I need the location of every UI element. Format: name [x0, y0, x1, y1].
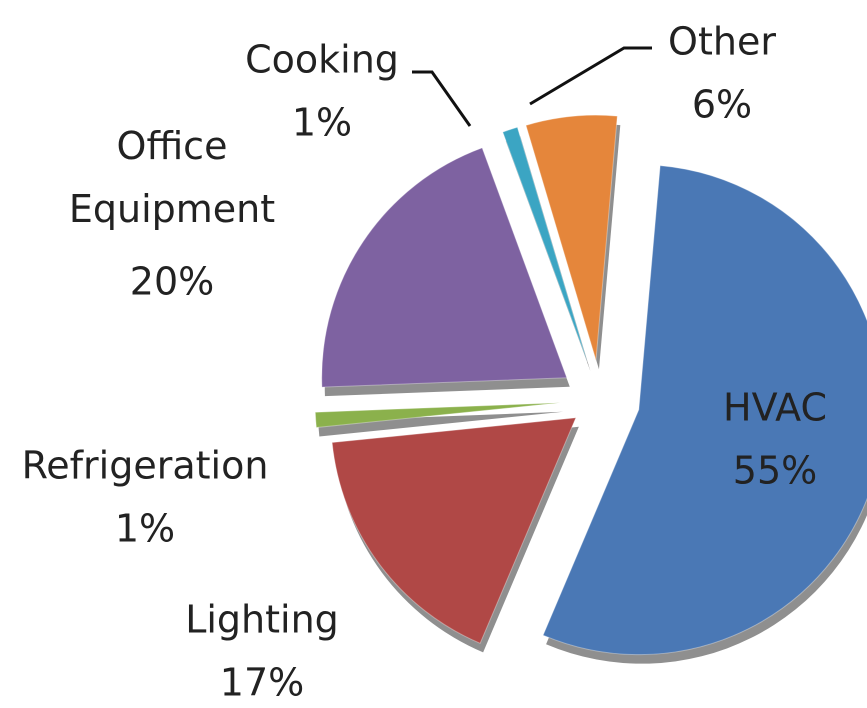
value-label: 1% [292, 101, 352, 145]
leader-line [412, 70, 472, 127]
leader-line [529, 46, 652, 106]
slice-label: Other [668, 20, 776, 64]
slice [314, 402, 561, 429]
value-label: 20% [130, 260, 214, 304]
value-label: 17% [220, 661, 304, 705]
slice [321, 147, 568, 388]
value-label: 55% [733, 449, 817, 493]
slice-label: Office Equipment [69, 124, 275, 231]
labels: HVAC 55% Lighting 17% Refrigeration 1% Office E… [22, 20, 827, 705]
slice-label: Lighting [185, 598, 339, 642]
value-label: 1% [115, 507, 175, 551]
slice [525, 114, 618, 361]
slice-label: HVAC [723, 386, 827, 430]
slice [502, 126, 588, 363]
slices [314, 114, 867, 656]
slice-label: Refrigeration [22, 444, 269, 488]
slice [331, 417, 577, 644]
slice [542, 165, 867, 656]
value-label: 6% [692, 83, 752, 127]
slice-shadow [318, 411, 564, 437]
slice-label: Cooking [245, 38, 399, 82]
